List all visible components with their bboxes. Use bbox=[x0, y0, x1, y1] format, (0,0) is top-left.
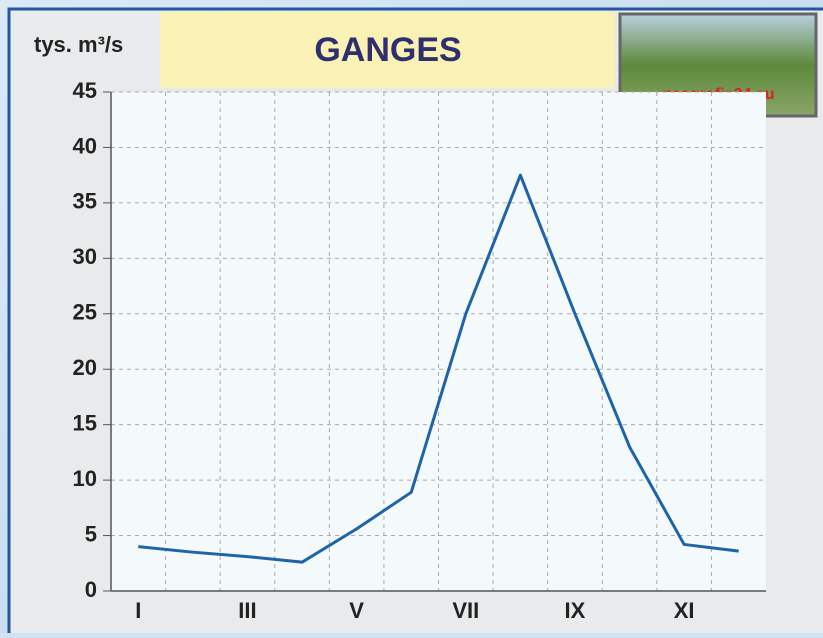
chart-title: GANGES bbox=[314, 31, 461, 69]
y-tick-label: 20 bbox=[73, 355, 97, 380]
y-axis-label: tys. m³/s bbox=[34, 32, 123, 57]
x-tick-label: VII bbox=[452, 598, 479, 623]
x-tick-label: IX bbox=[565, 598, 586, 623]
title-box bbox=[160, 12, 615, 88]
y-tick-label: 15 bbox=[73, 410, 97, 435]
x-tick-label: XI bbox=[674, 598, 695, 623]
y-tick-label: 10 bbox=[73, 466, 97, 491]
y-tick-label: 5 bbox=[85, 521, 97, 546]
x-tick-label: I bbox=[135, 598, 141, 623]
y-tick-label: 45 bbox=[73, 78, 97, 103]
y-tick-label: 40 bbox=[73, 133, 97, 158]
y-tick-label: 30 bbox=[73, 244, 97, 269]
y-tick-label: 0 bbox=[85, 577, 97, 602]
y-tick-label: 35 bbox=[73, 189, 97, 214]
x-tick-label: III bbox=[238, 598, 256, 623]
x-tick-label: V bbox=[349, 598, 364, 623]
data-line bbox=[138, 173, 739, 564]
y-tick-label: 25 bbox=[73, 300, 97, 325]
